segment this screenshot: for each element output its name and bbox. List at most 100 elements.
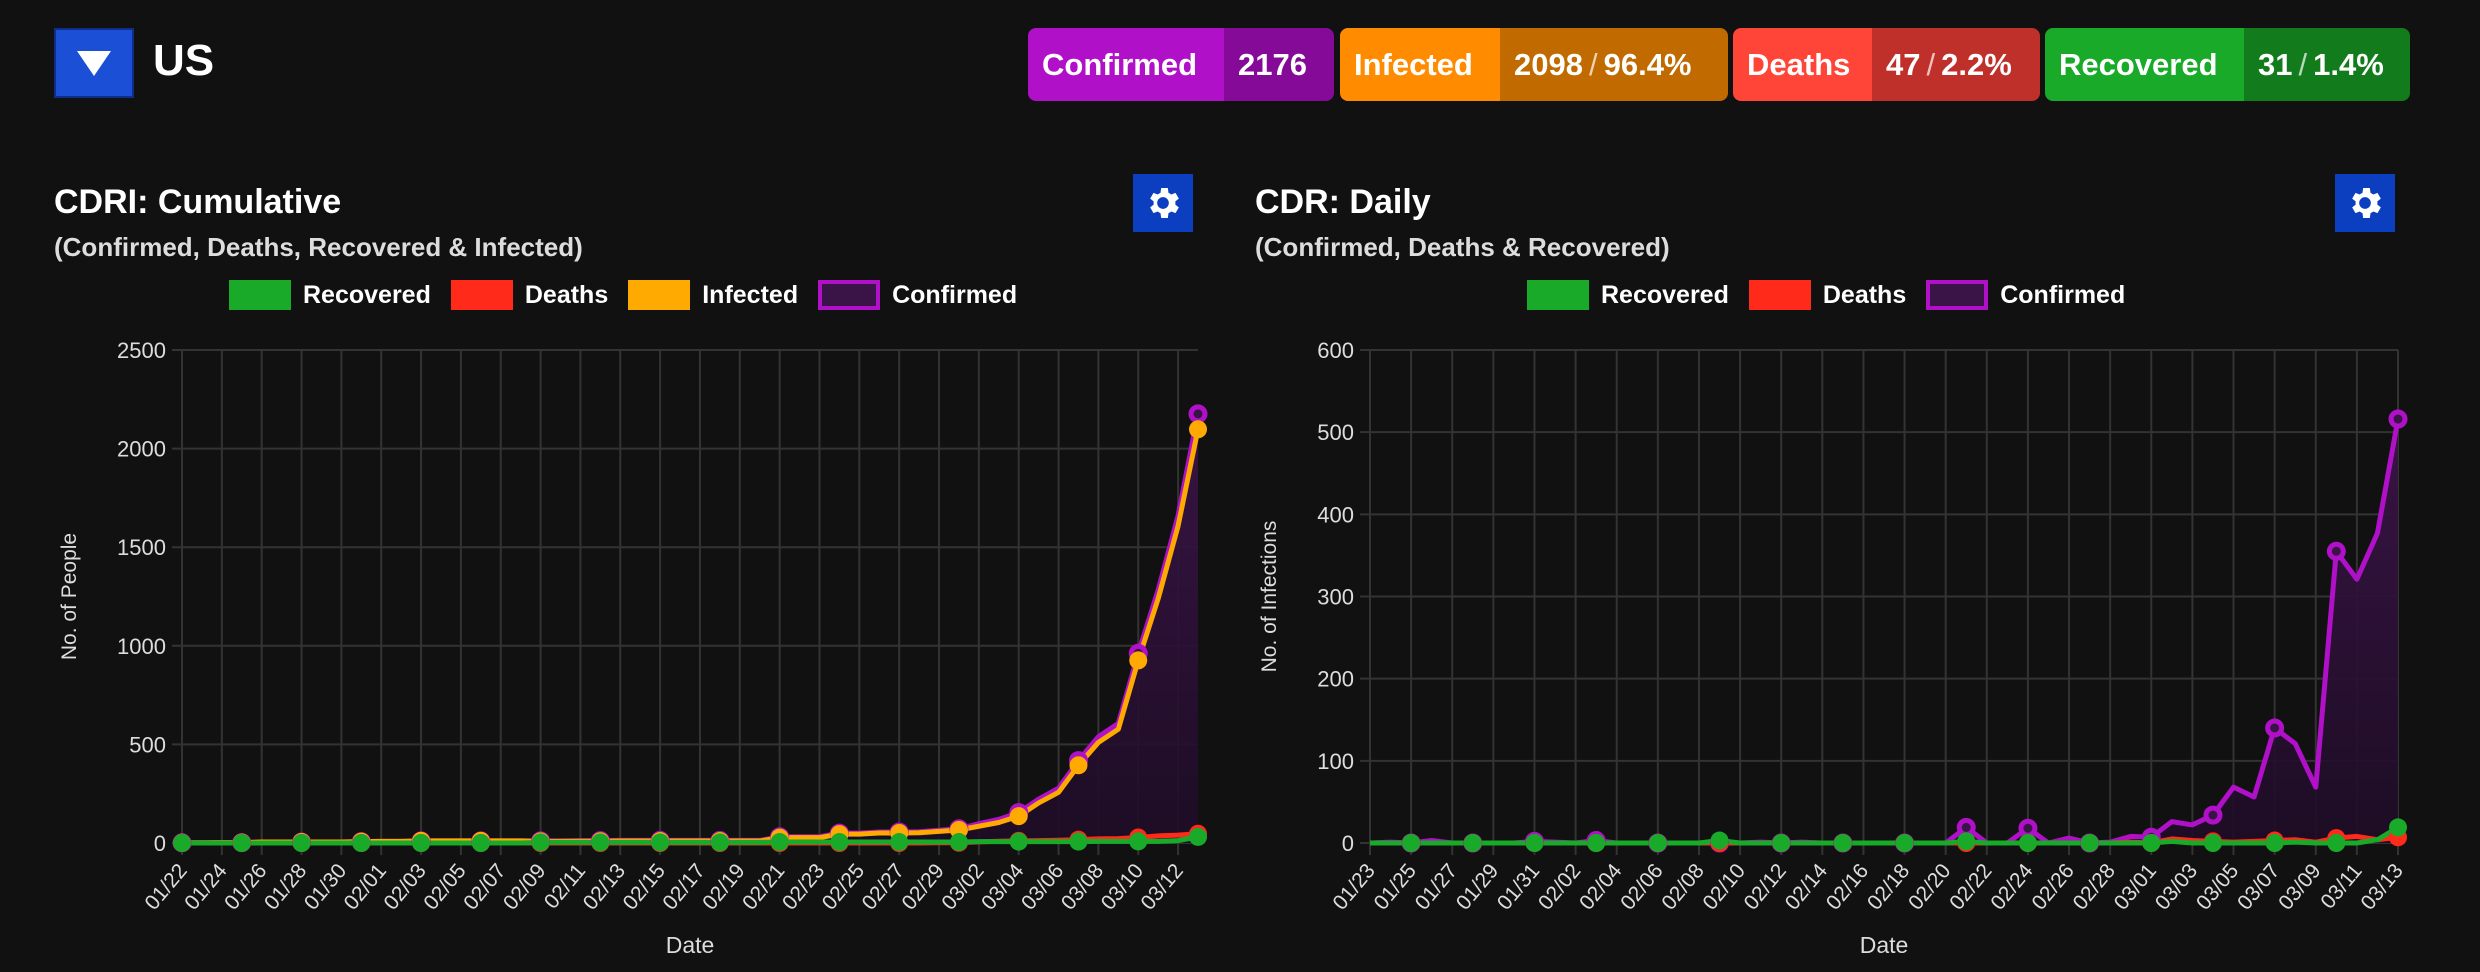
legend-label: Infected bbox=[702, 280, 799, 309]
y-tick-label: 100 bbox=[1317, 749, 1354, 774]
x-tick-label: 03/10 bbox=[1097, 859, 1148, 914]
recovered-point bbox=[412, 834, 431, 852]
recovered-point bbox=[2080, 834, 2099, 852]
legend-infected[interactable]: Infected bbox=[628, 280, 798, 310]
legend-recovered[interactable]: Recovered bbox=[1527, 280, 1729, 310]
legend-deaths[interactable]: Deaths bbox=[450, 280, 608, 310]
recovered-point bbox=[1402, 834, 1421, 852]
settings-button[interactable] bbox=[2335, 174, 2395, 232]
recovered-point bbox=[2389, 818, 2407, 837]
infected-point bbox=[1189, 420, 1207, 439]
recovered-point bbox=[471, 834, 490, 852]
x-tick-label: 02/16 bbox=[1822, 859, 1873, 914]
x-tick-label: 02/23 bbox=[778, 859, 829, 914]
x-tick-label: 02/11 bbox=[540, 859, 590, 913]
x-tick-label: 02/24 bbox=[1986, 859, 2038, 914]
legend-label: Confirmed bbox=[2000, 280, 2126, 309]
y-tick-label: 1000 bbox=[117, 634, 166, 659]
badge-deaths: Deaths 47/2.2% bbox=[1733, 28, 2040, 101]
badge-value: 47 bbox=[1886, 46, 1921, 82]
x-axis-label: Date bbox=[1860, 932, 1909, 958]
country-dropdown-button[interactable] bbox=[54, 28, 134, 98]
recovered-point bbox=[531, 833, 550, 852]
chart-legend: Recovered Deaths Confirmed bbox=[1527, 280, 2145, 310]
x-tick-label: 03/08 bbox=[1057, 859, 1108, 914]
x-tick-label: 03/13 bbox=[2356, 859, 2407, 914]
x-tick-label: 02/25 bbox=[818, 859, 869, 914]
x-tick-label: 02/07 bbox=[459, 859, 510, 914]
recovered-point bbox=[2203, 834, 2222, 852]
y-tick-label: 500 bbox=[129, 732, 166, 757]
y-tick-label: 500 bbox=[1317, 420, 1354, 445]
legend-confirmed[interactable]: Confirmed bbox=[1926, 280, 2125, 310]
x-tick-label: 02/27 bbox=[858, 859, 909, 914]
badge-recovered: Recovered 31/1.4% bbox=[2045, 28, 2410, 101]
x-tick-label: 01/28 bbox=[260, 859, 311, 914]
x-tick-label: 02/02 bbox=[1534, 859, 1585, 914]
x-axis-label: Date bbox=[666, 932, 715, 958]
badge-percent: 1.4% bbox=[2313, 46, 2384, 82]
confirmed-point bbox=[2018, 818, 2038, 838]
badge-percent: 2.2% bbox=[1941, 46, 2012, 82]
x-tick-label: 01/23 bbox=[1328, 859, 1379, 914]
separator: / bbox=[1926, 46, 1936, 82]
recovered-point bbox=[1833, 834, 1852, 852]
confirmed-point bbox=[1956, 817, 1976, 837]
y-tick-label: 400 bbox=[1317, 502, 1354, 527]
badge-value-group: 31/1.4% bbox=[2244, 28, 2410, 101]
y-tick-label: 300 bbox=[1317, 585, 1354, 610]
recovered-point bbox=[591, 833, 610, 852]
badge-value-group: 47/2.2% bbox=[1872, 28, 2040, 101]
recovered-point bbox=[1069, 832, 1088, 851]
x-tick-label: 02/19 bbox=[698, 859, 749, 914]
legend-confirmed[interactable]: Confirmed bbox=[818, 280, 1017, 310]
recovered-point bbox=[1189, 827, 1207, 846]
x-tick-label: 02/08 bbox=[1657, 859, 1708, 914]
recovered-point bbox=[2327, 834, 2346, 852]
y-tick-label: 200 bbox=[1317, 667, 1354, 692]
country-name: US bbox=[153, 36, 215, 85]
infected-line bbox=[182, 428, 1201, 846]
x-tick-label: 03/09 bbox=[2274, 859, 2325, 914]
x-tick-label: 02/28 bbox=[2069, 859, 2120, 914]
x-tick-label: 02/14 bbox=[1781, 859, 1833, 914]
legend-swatch bbox=[229, 280, 291, 310]
y-tick-label: 2500 bbox=[117, 338, 166, 363]
recovered-point bbox=[1009, 832, 1028, 851]
x-tick-label: 02/04 bbox=[1575, 859, 1627, 914]
legend-deaths[interactable]: Deaths bbox=[1748, 280, 1907, 310]
settings-button[interactable] bbox=[1133, 174, 1193, 232]
legend-swatch bbox=[818, 280, 881, 310]
recovered-point bbox=[890, 833, 909, 852]
legend-swatch bbox=[628, 280, 691, 310]
x-tick-label: 01/26 bbox=[220, 859, 271, 914]
x-tick-label: 02/03 bbox=[379, 859, 430, 914]
recovered-point bbox=[352, 834, 371, 852]
x-tick-label: 01/24 bbox=[180, 859, 232, 914]
recovered-point bbox=[770, 833, 789, 852]
x-tick-label: 03/03 bbox=[2151, 859, 2202, 914]
x-tick-label: 02/01 bbox=[340, 859, 391, 914]
x-tick-label: 01/27 bbox=[1411, 859, 1462, 914]
recovered-point bbox=[292, 834, 311, 852]
separator: / bbox=[2298, 46, 2308, 82]
recovered-point bbox=[1772, 834, 1791, 852]
badge-label: Recovered bbox=[2045, 28, 2244, 101]
legend-label: Recovered bbox=[303, 280, 431, 309]
badge-value-group: 2098/96.4% bbox=[1500, 28, 1728, 101]
recovered-point bbox=[1957, 832, 1976, 851]
x-tick-label: 02/21 bbox=[738, 859, 789, 914]
x-tick-label: 02/13 bbox=[579, 859, 630, 914]
x-tick-label: 02/17 bbox=[658, 859, 709, 914]
panel-subtitle: (Confirmed, Deaths & Recovered) bbox=[1255, 232, 1670, 262]
legend-recovered[interactable]: Recovered bbox=[229, 280, 431, 310]
y-axis-label: No. of Infections bbox=[1258, 521, 1281, 673]
recovered-point bbox=[1895, 834, 1914, 852]
x-tick-label: 03/02 bbox=[937, 859, 988, 914]
x-tick-label: 02/06 bbox=[1616, 859, 1667, 914]
badge-label: Confirmed bbox=[1028, 28, 1224, 101]
x-tick-label: 01/30 bbox=[300, 859, 351, 914]
recovered-point bbox=[1525, 834, 1544, 852]
legend-label: Deaths bbox=[1822, 280, 1907, 309]
gear-icon bbox=[2352, 188, 2381, 218]
